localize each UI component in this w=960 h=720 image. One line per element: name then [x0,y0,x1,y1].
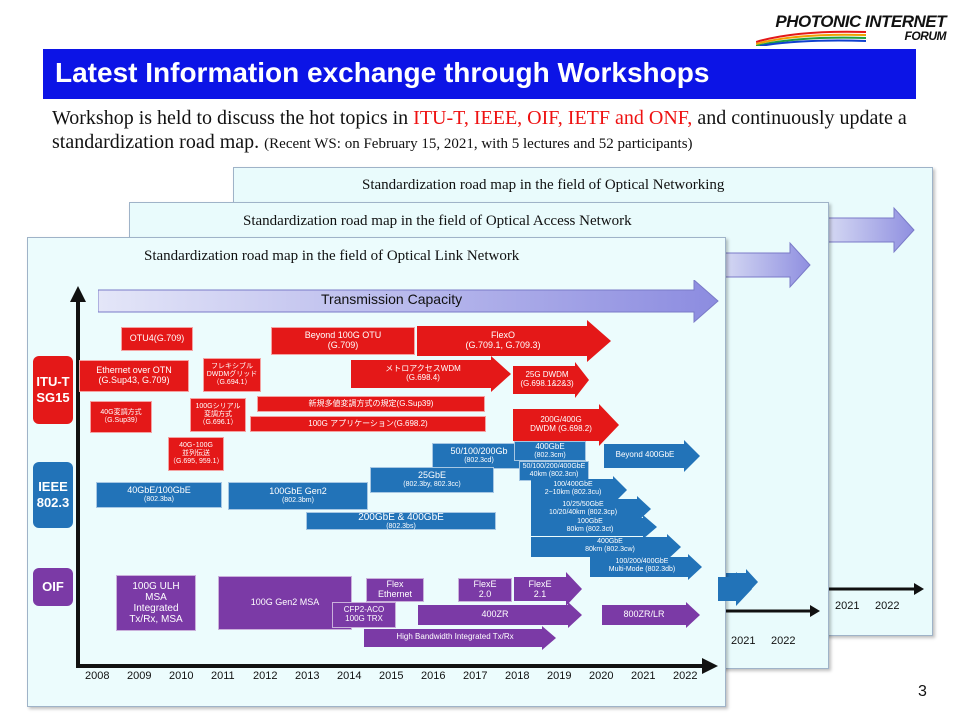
year-label: 2016 [421,670,446,682]
year-label: 2019 [547,670,572,682]
photonic-internet-forum-logo: PHOTONIC INTERNET FORUM [756,12,946,46]
item-25g-dwdm: 25G DWDM (G.698.1&2&3) [520,370,574,388]
link-axes [70,286,718,674]
item-flexe-2-1-arrow [514,572,582,606]
item-beyond-400gbe-arrow [604,440,700,472]
panel-link-title: Standardization road map in the field of… [144,248,520,264]
intro-note: (Recent WS: on February 15, 2021, with 5… [264,136,693,152]
networking-year-2021: 2021 [835,600,860,612]
year-label: 2008 [85,670,110,682]
item-25gbe: 25GbE (802.3by, 802.3cc) [370,467,494,493]
year-label: 2009 [127,670,152,682]
item-ethernet-over-otn: Ethernet over OTN (G.Sup43, G.709) [79,360,189,392]
org-itut: ITU-T SG15 [33,356,73,424]
item-40g-100g-parallel: 40G･100G 並列伝送 （G.695, 959.1） [168,437,224,471]
year-label: 2018 [505,670,530,682]
intro-part1: Workshop is held to discuss the hot topi… [52,107,414,129]
item-800zr-arrow [602,602,700,628]
year-label: 2020 [589,670,614,682]
item-400gbe-80km-arrow [531,534,681,560]
item-flexible-dwdm-grid: フレキシブル DWDMグリッド （G.694.1） [203,358,261,392]
item-100-400gbe-2-10km: 100/400GbE 2~10km (802.3cu) [544,481,602,496]
item-cfp2-aco: CFP2-ACO 100G TRX [332,602,396,628]
org-oif: OIF [33,568,73,606]
org-ieee-line2: 802.3 [36,495,70,510]
item-50-100-200gb: 50/100/200Gb (802.3cd) [432,443,526,469]
panel-networking-title: Standardization road map in the field of… [362,177,725,193]
panel-access-title: Standardization road map in the field of… [243,213,632,229]
year-label: 2022 [673,670,698,682]
item-100g-serial: 100Gシリアル 変調方式 （G.696.1） [190,398,246,432]
item-flexo: FlexO (G.709.1, G.709.3) [465,330,541,350]
item-100g-gen2-msa: 100G Gen2 MSA [218,576,352,630]
item-dwdm200-arrow [513,404,619,446]
item-multimode-arrow [590,554,702,580]
item-10-25-50gbe-arrow [531,496,651,522]
item-400zr: 400ZR [481,609,509,620]
intro-text: Workshop is held to discuss the hot topi… [52,106,932,156]
title-bar: Latest Information exchange through Work… [43,49,916,99]
transmission-capacity-label: Transmission Capacity [321,291,463,307]
org-itut-line1: ITU-T [36,373,70,389]
item-800zr-lr: 800ZR/LR [623,609,665,620]
access-year-2021: 2021 [731,635,756,647]
item-200gbe-400gbe: 200GbE & 400GbE (802.3bs) [306,512,496,530]
item-flexe-2-0: FlexE 2.0 [458,578,512,602]
item-100gbe-80km: 100GbE 80km (802.3ct) [566,518,614,533]
logo-line-2: FORUM [904,29,947,43]
item-dwdm25-arrow [513,362,589,398]
logo-line-1: PHOTONIC INTERNET [775,12,946,31]
item-40g-modulation: 40G変調方式 （G.Sup39） [90,401,152,433]
item-high-bandwidth-integrated: High Bandwidth Integrated Tx/Rx [396,631,514,641]
org-itut-line2: SG15 [36,390,70,405]
logo-stripes [756,30,866,46]
year-label: 2014 [337,670,362,682]
page-number: 3 [918,683,927,700]
org-oif-line1: OIF [42,578,64,594]
networking-year-2022: 2022 [875,600,900,612]
year-label: 2012 [253,670,278,682]
item-400gbe-80km: 400GbE 80km (802.3cw) [585,538,635,553]
item-metro-access-wdm: メトロアクセスWDM (G.698.4) [385,364,461,382]
intro-orgs: ITU-T, IEEE, OIF, IETF and ONF, [413,107,693,129]
year-label: 2011 [211,670,235,682]
access-capacity-arrow [720,241,811,289]
item-10-25-50gbe: 10/25/50GbE 10/20/40km (802.3cp) [548,501,618,516]
intro-part2: and continuously update a standardizatio… [52,107,907,153]
year-label: 2021 [631,670,656,682]
item-100g-application: 100G アプリケーション(G.698.2) [250,416,486,432]
year-label: 2015 [379,670,404,682]
transmission-capacity-arrow [98,280,719,324]
item-40gbe-100gbe: 40GbE/100GbE (802.3ba) [96,482,222,508]
year-axis-labels: 2008 2009 2010 2011 2012 2013 2014 2015 2016 2017… [28,670,725,686]
item-400zr-arrow [418,602,582,628]
item-beyond-400gbe: Beyond 400GbE [615,449,675,459]
item-beyond-100g-otu: Beyond 100G OTU (G.709) [271,327,415,355]
item-100gbe-80km-arrow [531,515,657,539]
access-axis [720,605,820,617]
year-label: 2013 [295,670,320,682]
networking-capacity-arrow [824,206,915,254]
year-label: 2017 [463,670,488,682]
item-100-400gbe-arrow [531,476,627,504]
access-year-2022: 2022 [771,635,796,647]
item-400gbe-802-3cm: 400GbE (802.3cm) [514,441,586,461]
item-metro-wdm-arrow [351,356,511,392]
org-ieee-line1: IEEE [38,478,68,494]
item-flex-ethernet: Flex Ethernet [366,578,424,602]
item-200g-400g-dwdm: 200G/400G DWDM (G.698.2) [530,415,592,433]
link-fragment-arrow [718,572,752,606]
item-otu4: OTU4(G.709) [121,327,193,351]
item-100-200-400gbe-multimode: 100/200/400GbE Multi-Mode (802.3db) [608,558,676,573]
slide-title: Latest Information exchange through Work… [55,57,710,88]
panel-optical-link: Standardization road map in the field of… [27,237,752,707]
year-label: 2010 [169,670,194,682]
item-flexe-2-1: FlexE 2.1 [528,579,552,599]
item-flexo-arrow [417,320,611,362]
org-ieee: IEEE 802.3 [33,462,73,528]
item-100g-ulh-msa: 100G ULH MSA Integrated Tx/Rx, MSA [116,575,196,631]
item-high-bandwidth-arrow [364,626,556,650]
item-new-multilevel-modulation: 新規多値変調方式の規定(G.Sup39) [257,396,485,412]
item-100gbe-gen2: 100GbE Gen2 (802.3bm) [228,482,368,510]
